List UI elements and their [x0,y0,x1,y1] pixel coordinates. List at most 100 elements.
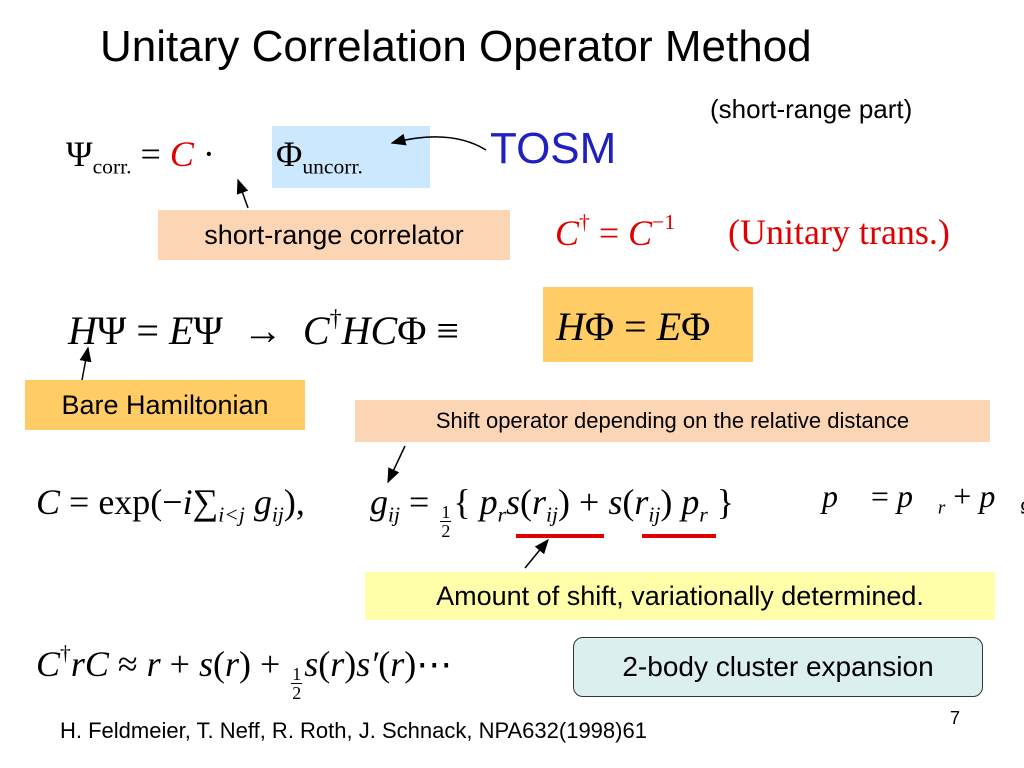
math-token: Φ ≡ [397,308,469,353]
math-token: r [330,644,345,685]
math-token: i [182,482,193,522]
equation: C = exp(−i∑i<j gij), [36,484,305,526]
math-token: ) [660,482,682,522]
math-token: ) + [238,644,290,685]
citation: H. Feldmeier, T. Neff, R. Roth, J. Schna… [60,718,647,743]
math-token: ij [648,502,661,527]
arrow [524,538,549,569]
highlight-yellow [543,287,753,362]
math-token: corr. [92,154,132,179]
math-token: r [634,482,649,522]
math-token: ), [283,482,305,522]
math-token: ) + [558,482,609,522]
math-token: † [60,641,71,665]
math-token: g [244,482,272,522]
math-token: E [168,308,194,353]
math-token: ij [546,502,559,527]
slide-title: Unitary Correlation Operator Method [100,22,812,71]
math-token: HC [341,308,398,353]
math-token: ) [344,644,357,685]
math-token: + [160,644,199,685]
math-token: p⃗ [979,478,1021,514]
math-token: H [68,308,97,353]
math-token: ≈ [108,644,147,685]
math-token: r [224,644,239,685]
math-token: g [370,482,388,522]
math-token: s [506,482,521,522]
math-token: E [656,304,682,349]
math-token: Ψ = [96,308,169,353]
math-token: C [36,644,61,685]
equation: Ψcorr. = C · [66,136,224,178]
math-token: + [945,478,980,514]
math-token: † [579,210,590,234]
math-token: (Unitary trans.) [728,212,950,252]
page-number: 7 [950,708,961,728]
math-token: rC [70,644,109,685]
label-box: Amount of shift, variationally determine… [365,572,995,620]
equation: HΦ = EΦ [556,307,710,347]
numerator: 1 [291,663,303,684]
math-token: ( [520,482,533,522]
label-box: short-range correlator [158,210,510,260]
math-token: Ψ [66,134,93,174]
math-token: ij [271,502,284,527]
math-token: r [699,502,708,527]
math-token: C [169,134,194,174]
math-token: s [304,644,319,685]
math-token: p⃗ [896,478,938,514]
math-token: ( [378,644,391,685]
math-token: ( [622,482,635,522]
math-token: C [555,213,580,254]
arrow [236,178,249,209]
denominator: 2 [292,682,302,703]
math-token: s′ [356,644,379,685]
math-token: i<j [218,502,245,527]
math-token: ( [318,644,331,685]
subtitle: (short-range part) [710,94,913,124]
math-token: uncorr. [302,154,363,179]
tosm-label: TOSM [490,124,617,173]
math-token: = [131,134,170,174]
math-token: Φ [681,304,711,349]
equation: gij = 1 2{ prs(rij) + s(rij) pr } [370,484,734,540]
equation: C†rC ≈ r + s(r) + 1 2 s(r)s′(r)⋯ [36,641,453,703]
math-token: Ω [1020,498,1024,519]
math-token: = exp(− [60,482,183,522]
equation: Φuncorr. [276,136,363,178]
math-token: Φ [276,134,303,174]
numerator: 1 [440,501,452,522]
math-token: ij [388,502,400,527]
math-token: p⃗ [822,478,863,514]
math-token: s [608,482,623,522]
math-token: C [628,213,653,254]
math-token: p [479,482,498,522]
arrow [390,133,487,151]
math-token: r [390,644,405,685]
equation: C† = C−1 [555,210,675,254]
arrow [79,346,92,381]
label-box: Bare Hamiltonian [25,380,305,430]
arrow [387,445,406,484]
math-token: )⋯ [404,644,453,685]
math-token: Ψ → [193,308,303,353]
math-token: r [497,502,506,527]
math-token: H [556,304,585,349]
equation: p⃗ = p⃗r + p⃗Ω [822,480,1024,518]
math-token: ∑ [192,482,219,522]
label-box: 2-body cluster expansion [573,637,983,697]
math-token: } [707,482,735,522]
math-token: C [302,308,330,353]
math-token: = [862,478,897,514]
math-token: C [36,482,61,522]
math-token: { [453,482,480,522]
math-token: r [146,644,161,685]
math-token: r [532,482,547,522]
equation: HΨ = EΨ → C†HCΦ ≡ [68,307,469,351]
math-token: = [400,482,439,522]
